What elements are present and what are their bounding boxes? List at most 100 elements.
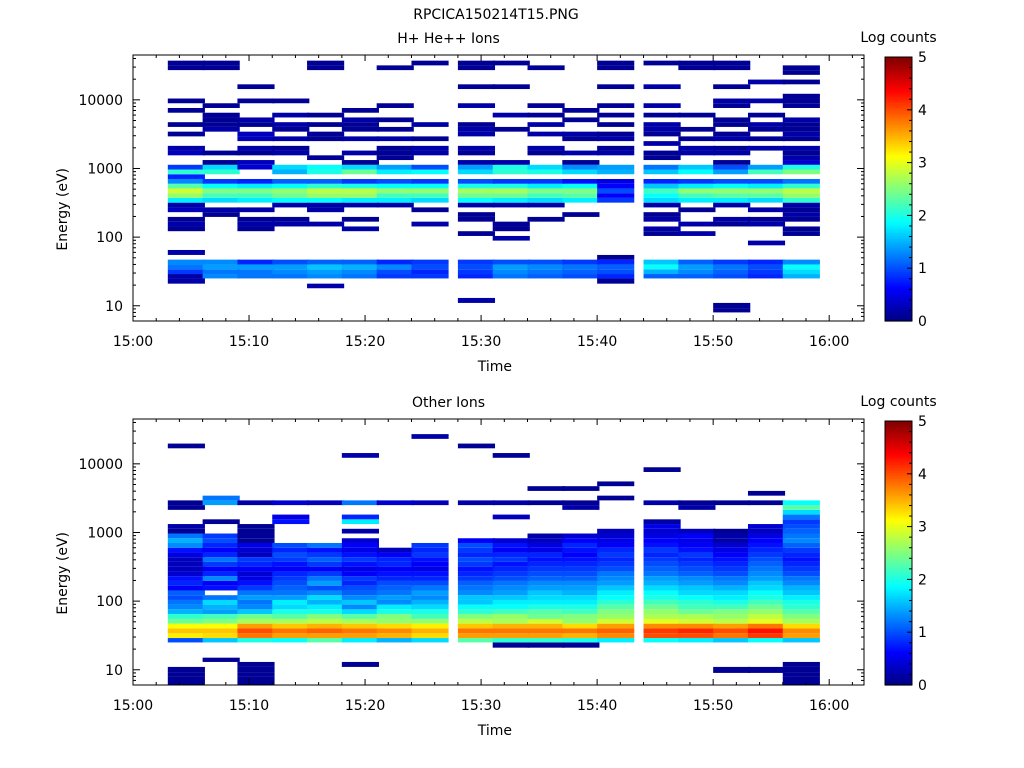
heatmap-cell xyxy=(713,609,751,614)
heatmap-cell xyxy=(341,590,379,596)
heatmap-cell xyxy=(237,524,275,529)
x-tick-label: 15:30 xyxy=(461,698,501,714)
heatmap-cell xyxy=(167,278,205,284)
heatmap-cell xyxy=(713,197,751,203)
colorbar-swatch xyxy=(885,563,912,566)
heatmap-cell xyxy=(562,160,600,165)
heatmap-cell xyxy=(562,552,600,558)
heatmap-cell xyxy=(782,609,820,614)
colorbar-swatch xyxy=(885,530,912,533)
colorbar-swatch xyxy=(885,511,912,515)
heatmap-cell xyxy=(597,623,635,629)
colorbar-swatch xyxy=(885,182,912,186)
heatmap-cell xyxy=(643,618,681,624)
heatmap-cell xyxy=(678,618,716,624)
heatmap-cell xyxy=(341,107,379,113)
heatmap-cell xyxy=(237,590,275,596)
heatmap-cell xyxy=(527,122,565,127)
colorbar-swatch xyxy=(885,133,912,136)
colorbar-swatch xyxy=(885,108,912,112)
colorbar-swatch xyxy=(885,316,912,320)
heatmap-cell xyxy=(678,193,716,198)
colorbar-swatch xyxy=(885,168,912,172)
heatmap-cell xyxy=(492,259,530,265)
heatmap-cell xyxy=(713,131,751,137)
colorbar-swatch xyxy=(885,682,912,686)
heatmap-cell xyxy=(747,538,786,543)
colorbar-swatch xyxy=(885,75,912,79)
colorbar-swatch xyxy=(885,230,912,233)
heatmap-cell xyxy=(713,150,751,156)
colorbar-swatch xyxy=(885,277,912,281)
heatmap-cell xyxy=(747,666,786,673)
colorbar-swatch xyxy=(885,569,912,573)
heatmap-cell xyxy=(492,576,530,581)
heatmap-cell xyxy=(411,571,449,577)
heatmap-cell xyxy=(713,528,751,534)
colorbar-swatch xyxy=(885,567,912,571)
heatmap-cell xyxy=(527,599,565,605)
heatmap-cell xyxy=(411,609,449,614)
heatmap-cell xyxy=(237,618,275,624)
colorbar-swatch xyxy=(885,112,912,116)
colorbar-swatch xyxy=(885,57,912,60)
heatmap-cell xyxy=(597,193,635,198)
colorbar-swatch xyxy=(885,257,912,260)
heatmap-cell xyxy=(167,500,205,506)
panel-title: Other Ions xyxy=(412,395,485,411)
heatmap-cell xyxy=(411,552,449,558)
heatmap-cell xyxy=(457,259,496,265)
colorbar-swatch xyxy=(885,456,912,459)
heatmap-cell xyxy=(527,590,565,596)
colorbar-swatch xyxy=(885,526,912,529)
heatmap-cell xyxy=(202,633,240,639)
heatmap-cell xyxy=(341,609,379,614)
heatmap-cell xyxy=(411,561,449,567)
heatmap-cell xyxy=(341,136,379,142)
colorbar-swatch xyxy=(885,90,912,93)
colorbar-swatch xyxy=(885,178,912,182)
heatmap-cell xyxy=(376,571,414,577)
colorbar-swatch xyxy=(885,583,912,587)
heatmap-cell xyxy=(492,226,530,232)
heatmap-cell xyxy=(411,221,449,227)
heatmap-cell xyxy=(492,126,530,132)
colorbar-tick-label: 3 xyxy=(918,520,927,536)
heatmap-cell xyxy=(457,197,496,203)
heatmap-cell xyxy=(782,164,820,170)
heatmap-cell xyxy=(782,580,820,586)
heatmap-cell xyxy=(376,599,414,605)
heatmap-cell xyxy=(643,638,681,643)
heatmap-cell xyxy=(167,528,205,534)
colorbar-swatch xyxy=(885,668,912,672)
heatmap-cell xyxy=(272,571,310,577)
y-axis-label: Energy (eV) xyxy=(55,168,71,251)
heatmap-cell xyxy=(562,188,600,194)
heatmap-cell xyxy=(167,538,205,543)
heatmap-cell xyxy=(782,150,820,156)
heatmap-cell xyxy=(782,509,820,515)
heatmap-cell xyxy=(782,557,820,562)
heatmap-cell xyxy=(167,571,205,577)
heatmap-cell xyxy=(747,122,786,127)
colorbar-swatch xyxy=(885,561,912,564)
heatmap-cell xyxy=(307,169,345,175)
heatmap-cell xyxy=(562,618,600,624)
colorbar-swatch xyxy=(885,625,912,628)
colorbar-swatch xyxy=(885,61,912,64)
heatmap-cell xyxy=(376,103,414,108)
heatmap-cell xyxy=(678,207,716,213)
heatmap-cell xyxy=(457,571,496,577)
heatmap-cell xyxy=(307,65,345,71)
colorbar-swatch xyxy=(885,314,912,318)
heatmap-cell xyxy=(562,628,600,634)
heatmap-cell xyxy=(643,595,681,600)
heatmap-cell xyxy=(747,178,786,184)
colorbar-swatch xyxy=(885,59,912,62)
heatmap-cell xyxy=(307,188,345,194)
heatmap-cell xyxy=(782,117,820,123)
heatmap-cell xyxy=(678,269,716,275)
heatmap-cell xyxy=(376,638,414,643)
colorbar-swatch xyxy=(885,631,912,635)
colorbar-swatch xyxy=(885,240,912,244)
